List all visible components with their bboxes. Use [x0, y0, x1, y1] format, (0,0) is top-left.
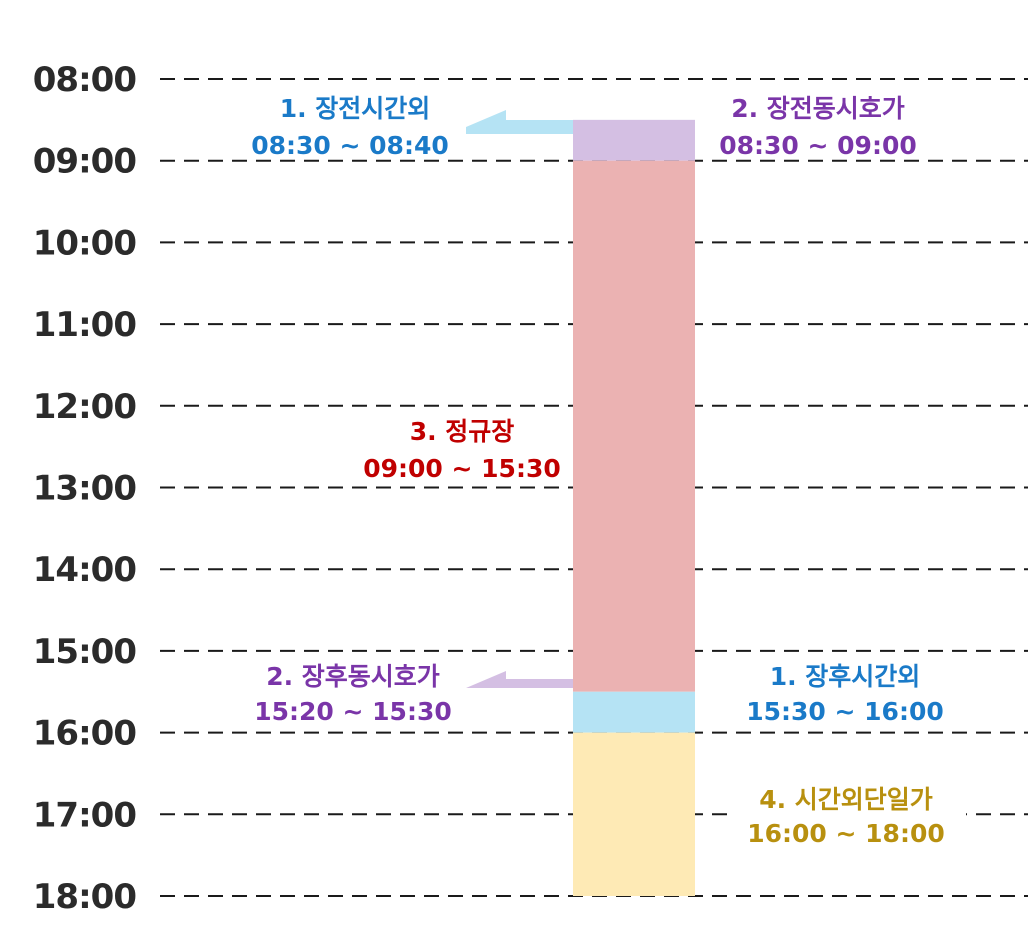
post-call-auction-range: 15:20 ~ 15:30 — [254, 697, 452, 726]
time-tick-label: 15:00 — [33, 632, 137, 672]
post-call-auction-label: 2. 장후동시호가 15:20 ~ 15:30 — [254, 662, 452, 726]
session-bars — [573, 119, 695, 896]
pre-after-hours-range: 08:30 ~ 08:40 — [251, 131, 449, 160]
time-tick-label: 09:00 — [33, 142, 137, 182]
time-tick-label: 08:00 — [33, 60, 137, 100]
pre-after-hours-label: 1. 장전시간외 08:30 ~ 08:40 — [251, 94, 449, 160]
post-after-hours-title: 1. 장후시간외 — [770, 662, 921, 691]
time-tick-label: 16:00 — [33, 714, 137, 754]
regular-session-bar — [573, 160, 695, 692]
post-after-hours-label: 1. 장후시간외 15:30 ~ 16:00 — [746, 662, 944, 726]
time-tick-label: 17:00 — [33, 795, 137, 835]
time-tick-label: 10:00 — [33, 223, 137, 263]
time-tick-label: 18:00 — [33, 877, 137, 917]
time-tick-label: 12:00 — [33, 387, 137, 427]
regular-session-label: 3. 정규장 09:00 ~ 15:30 — [363, 417, 561, 483]
time-tick-label: 13:00 — [33, 469, 137, 509]
after-hours-single-bar — [573, 732, 695, 896]
after-hours-single-range: 16:00 ~ 18:00 — [747, 819, 945, 848]
time-tick-label: 14:00 — [33, 550, 137, 590]
post-call-auction-arrow — [466, 671, 573, 688]
post-after-hours-bar — [573, 691, 695, 733]
pre-after-hours-title: 1. 장전시간외 — [280, 94, 431, 123]
pre-after-hours-arrow — [466, 110, 573, 134]
pre-call-auction-range: 08:30 ~ 09:00 — [719, 131, 917, 160]
pre-call-auction-bar — [573, 119, 695, 161]
regular-session-title: 3. 정규장 — [410, 417, 515, 446]
post-after-hours-range: 15:30 ~ 16:00 — [746, 697, 944, 726]
after-hours-single-title: 4. 시간외단일가 — [759, 785, 933, 814]
time-tick-label: 11:00 — [33, 305, 137, 345]
regular-session-range: 09:00 ~ 15:30 — [363, 454, 561, 483]
post-call-auction-title: 2. 장후동시호가 — [266, 662, 440, 691]
pre-call-auction-title: 2. 장전동시호가 — [731, 94, 905, 123]
after-hours-single-label: 4. 시간외단일가 16:00 ~ 18:00 — [728, 775, 966, 853]
pre-call-auction-label: 2. 장전동시호가 08:30 ~ 09:00 — [719, 94, 917, 160]
